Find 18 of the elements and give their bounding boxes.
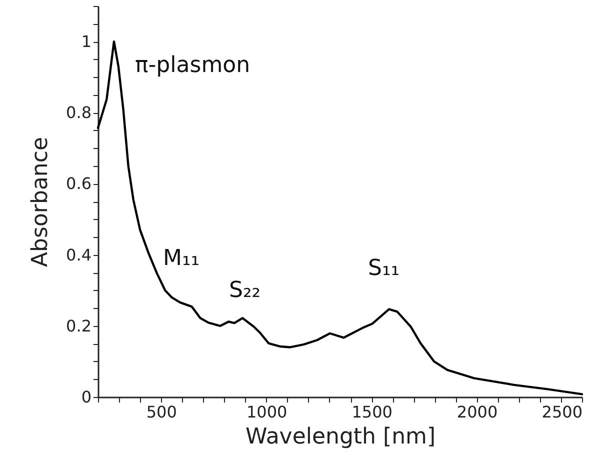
x-tick-label: 500 [146,402,177,422]
x-tick-label: 2000 [456,402,498,422]
x-tick-label: 2500 [542,402,582,422]
annotation: S₁₁ [368,256,400,281]
annotation: S₂₂ [229,278,261,303]
y-tick-label: 0 [81,388,92,406]
line-series [96,40,584,396]
x-axis-title: Wavelength [nm] [245,424,436,450]
y-tick-label: 0.8 [66,103,92,122]
annotation: M₁₁ [163,246,200,271]
y-tick-label: 1 [81,32,92,52]
y-tick-label: 0.6 [66,174,92,194]
x-tick-label: 1000 [246,402,288,422]
y-tick-label: 0.2 [66,316,92,336]
x-tick-label: 1500 [352,402,392,422]
y-axis-title: Absorbance [28,136,54,268]
annotation: π-plasmon [135,53,250,78]
y-tick-label: 0.4 [66,245,92,264]
